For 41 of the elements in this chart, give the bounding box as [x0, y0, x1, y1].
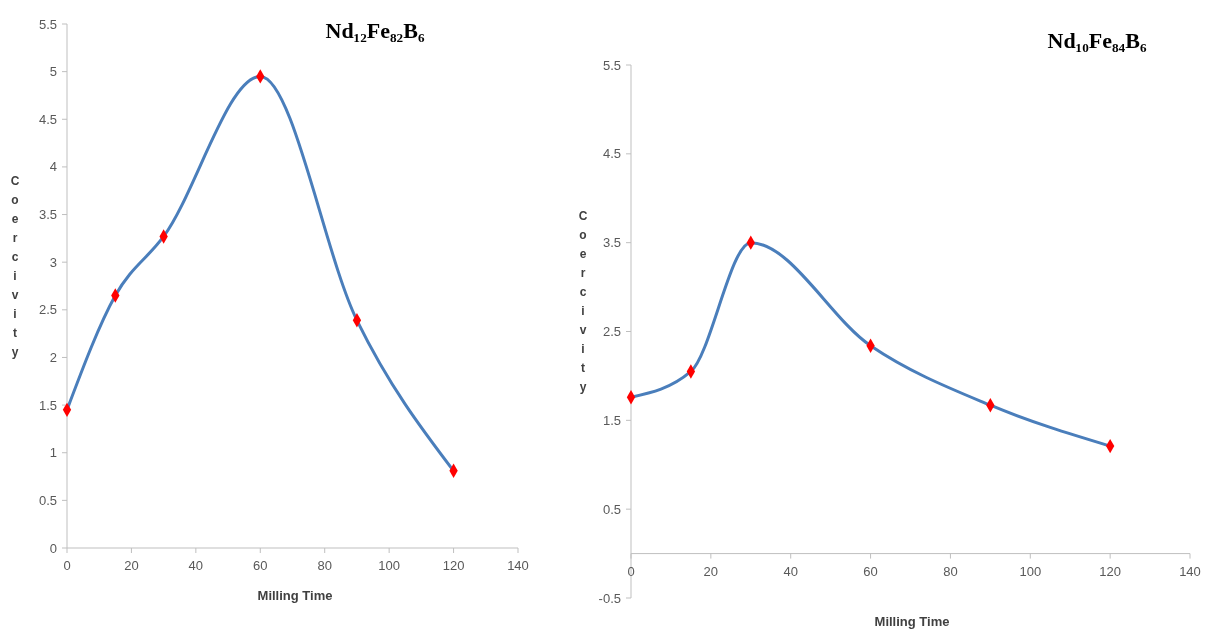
x-axis-title: Milling Time — [257, 588, 333, 603]
x-tick-label: 60 — [863, 563, 878, 579]
chart-title: Nd₁₀Fe₈₄B₆ — [1047, 28, 1147, 53]
x-tick-label: 120 — [442, 558, 465, 573]
y-tick-label: 1.5 — [602, 412, 621, 428]
y-tick-label: 0 — [49, 540, 57, 556]
y-tick-label: 3.5 — [602, 235, 621, 251]
y-tick-label: 1 — [49, 445, 57, 461]
y-tick-label: 4 — [49, 159, 57, 175]
y-tick-label: -0.5 — [598, 590, 621, 606]
x-tick-label: 60 — [253, 558, 268, 573]
x-tick-label: 140 — [507, 558, 529, 573]
y-tick-label: 1.5 — [38, 397, 57, 413]
x-tick-label: 100 — [378, 558, 400, 573]
text: Coercivity — [578, 209, 588, 394]
y-tick-label: 2.5 — [38, 302, 57, 318]
y-tick-label: 5 — [49, 64, 57, 80]
y-tick-label: 5.5 — [38, 16, 57, 32]
y-tick-label: 0.5 — [602, 501, 621, 517]
x-tick-label: 40 — [783, 563, 798, 579]
x-tick-label: 0 — [63, 558, 71, 573]
x-tick-label: 80 — [943, 563, 958, 579]
x-tick-label: 100 — [1019, 563, 1042, 579]
x-tick-label: 20 — [703, 563, 719, 579]
text: Coercivity — [10, 174, 20, 359]
y-tick-label: 2 — [49, 350, 57, 365]
y-tick-label: 2.5 — [602, 324, 621, 340]
chart-title: Nd₁₂Fe₈₂B₆ — [325, 18, 425, 43]
x-tick-label: 40 — [188, 558, 204, 573]
y-tick-label: 5.5 — [602, 57, 621, 73]
x-tick-label: 80 — [317, 558, 332, 573]
y-tick-label: 0.5 — [38, 492, 57, 508]
x-axis-title: Milling Time — [874, 614, 950, 629]
x-tick-label: 140 — [1179, 563, 1201, 579]
y-tick-label: 3.5 — [38, 207, 57, 223]
x-tick-label: 0 — [627, 563, 635, 579]
y-tick-label: 4.5 — [602, 146, 621, 162]
y-tick-label: 3 — [49, 254, 57, 270]
y-tick-label: 4.5 — [38, 111, 57, 127]
x-tick-label: 120 — [1099, 563, 1121, 579]
x-tick-label: 20 — [124, 558, 139, 573]
